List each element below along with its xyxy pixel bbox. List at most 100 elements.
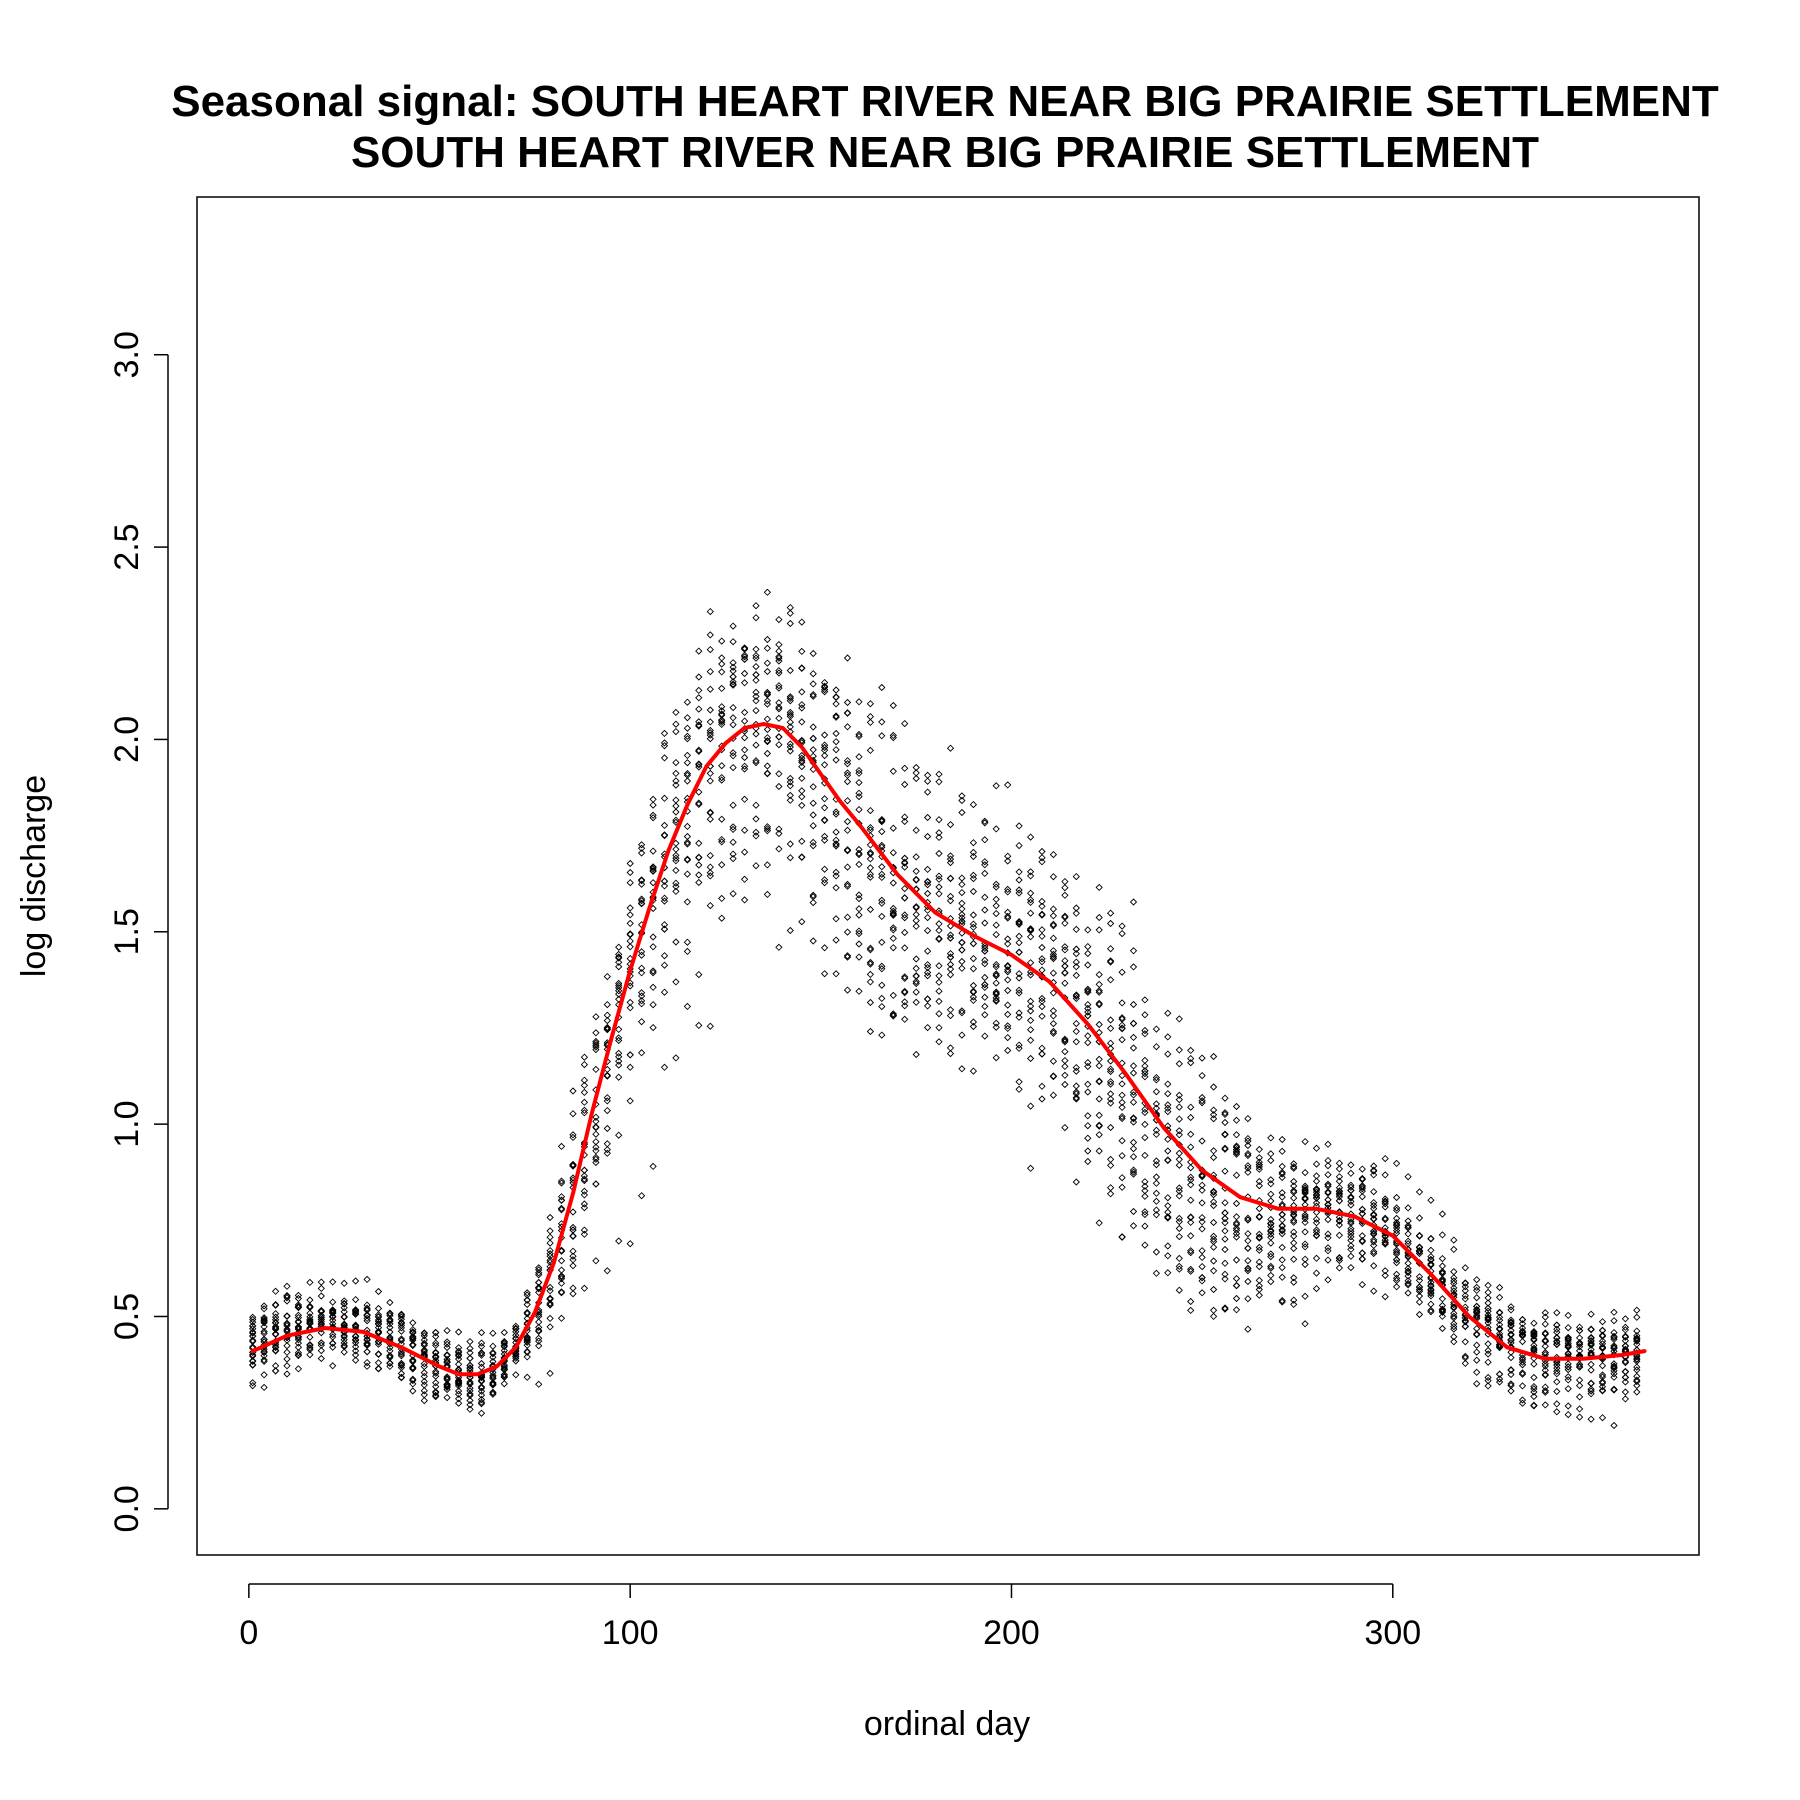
data-point bbox=[546, 1314, 554, 1323]
data-point bbox=[603, 1145, 611, 1154]
data-point bbox=[740, 734, 749, 742]
data-point bbox=[1118, 968, 1126, 976]
data-point bbox=[1553, 1387, 1561, 1396]
data-point bbox=[740, 762, 749, 770]
data-point bbox=[317, 1320, 325, 1328]
data-point bbox=[1232, 1256, 1241, 1264]
data-point bbox=[454, 1344, 463, 1352]
data-point bbox=[729, 854, 737, 863]
data-point bbox=[1061, 968, 1069, 977]
data-point bbox=[1198, 1213, 1206, 1222]
data-point bbox=[969, 939, 978, 948]
data-point bbox=[1164, 1122, 1172, 1130]
data-point bbox=[1495, 1293, 1504, 1302]
data-point bbox=[809, 822, 817, 830]
data-point bbox=[1427, 1278, 1435, 1287]
data-point bbox=[946, 744, 955, 752]
data-point bbox=[249, 1313, 257, 1321]
data-point bbox=[1084, 987, 1092, 995]
data-point bbox=[901, 974, 909, 983]
data-point bbox=[260, 1347, 268, 1356]
data-point bbox=[1084, 1147, 1092, 1155]
data-point bbox=[1370, 1201, 1378, 1210]
data-point bbox=[1610, 1362, 1618, 1370]
data-point bbox=[409, 1332, 417, 1341]
data-point bbox=[1187, 1113, 1195, 1122]
data-point bbox=[397, 1324, 406, 1332]
data-point bbox=[1438, 1306, 1447, 1315]
data-point bbox=[1061, 943, 1069, 951]
data-point bbox=[1461, 1359, 1469, 1368]
data-point bbox=[637, 989, 646, 997]
data-point bbox=[752, 832, 760, 840]
data-point bbox=[752, 757, 760, 765]
data-point bbox=[1255, 1213, 1263, 1221]
data-point bbox=[718, 684, 726, 693]
data-point bbox=[706, 851, 714, 860]
data-point bbox=[706, 726, 714, 735]
data-point bbox=[523, 1308, 531, 1317]
data-point bbox=[386, 1359, 394, 1368]
data-point bbox=[1209, 1083, 1218, 1091]
data-point bbox=[820, 876, 829, 884]
data-point bbox=[1324, 1188, 1332, 1196]
data-point bbox=[1004, 1010, 1012, 1019]
data-point bbox=[1164, 1242, 1172, 1250]
data-point bbox=[1392, 1256, 1401, 1264]
data-point bbox=[855, 849, 863, 857]
data-point bbox=[1415, 1246, 1424, 1255]
data-point bbox=[1575, 1413, 1584, 1421]
data-point bbox=[843, 698, 852, 707]
data-point bbox=[432, 1367, 440, 1376]
data-point bbox=[752, 676, 760, 684]
data-point bbox=[1553, 1400, 1561, 1408]
data-point bbox=[329, 1330, 337, 1339]
data-point bbox=[946, 858, 955, 867]
data-point bbox=[1347, 1186, 1355, 1195]
data-point bbox=[500, 1346, 508, 1355]
data-point bbox=[775, 829, 783, 838]
data-point bbox=[1484, 1307, 1492, 1315]
data-point bbox=[1392, 1221, 1401, 1230]
data-point bbox=[329, 1333, 337, 1341]
data-point bbox=[1553, 1408, 1561, 1416]
data-point bbox=[351, 1322, 360, 1330]
data-point bbox=[1015, 1013, 1023, 1021]
data-point bbox=[386, 1323, 394, 1332]
data-point bbox=[935, 1024, 943, 1032]
data-point bbox=[820, 816, 829, 824]
data-point bbox=[718, 716, 726, 724]
data-point bbox=[1026, 925, 1035, 933]
data-point bbox=[557, 1314, 566, 1322]
data-point bbox=[294, 1302, 303, 1311]
data-point bbox=[1575, 1360, 1584, 1368]
data-point bbox=[477, 1384, 486, 1392]
data-point bbox=[397, 1363, 406, 1372]
data-point bbox=[775, 703, 783, 711]
data-point bbox=[615, 954, 623, 962]
data-point bbox=[1209, 1232, 1218, 1240]
data-point bbox=[1404, 1281, 1412, 1289]
data-point bbox=[329, 1312, 337, 1320]
data-point bbox=[843, 863, 852, 871]
data-point bbox=[1392, 1214, 1401, 1223]
data-point bbox=[649, 879, 657, 887]
data-point bbox=[946, 874, 955, 883]
data-point bbox=[260, 1317, 268, 1326]
data-point bbox=[1312, 1226, 1321, 1234]
data-point bbox=[729, 703, 737, 712]
data-point bbox=[1473, 1283, 1481, 1292]
data-point bbox=[420, 1329, 428, 1337]
data-point bbox=[1141, 1208, 1149, 1216]
data-point bbox=[706, 1022, 714, 1030]
data-point bbox=[832, 713, 840, 721]
data-point bbox=[878, 899, 886, 907]
data-point bbox=[340, 1300, 348, 1308]
data-point bbox=[409, 1363, 417, 1371]
data-point bbox=[1095, 1111, 1103, 1119]
data-point bbox=[935, 962, 943, 970]
data-point bbox=[683, 822, 692, 831]
data-point bbox=[1324, 1180, 1332, 1188]
data-point bbox=[912, 903, 920, 911]
plot-frame bbox=[196, 196, 1700, 1556]
